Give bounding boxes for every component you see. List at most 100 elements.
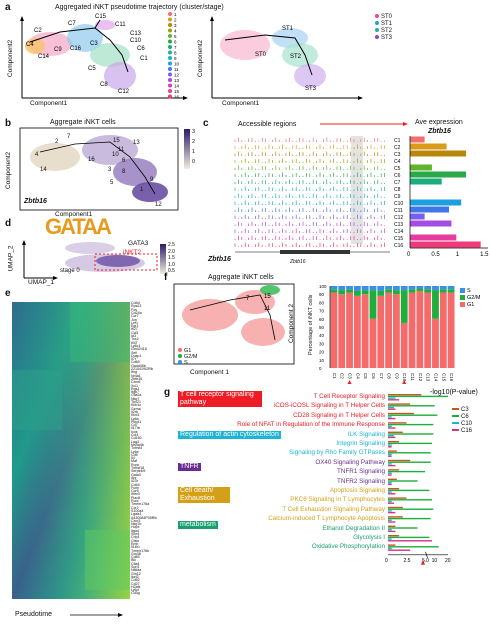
stage-dot	[375, 14, 379, 18]
phase-bar-xtick: C12	[418, 373, 423, 382]
pathway-bar	[388, 452, 431, 454]
gene-label: Cd160	[131, 436, 142, 441]
phase-bar-segment	[408, 292, 416, 368]
category-label: metabolism	[178, 521, 218, 529]
pathway-bar	[388, 435, 394, 437]
pathway-bar	[388, 544, 396, 546]
g-xtick: 2.5	[404, 558, 411, 564]
panel-c-gene-track: Zbtb16	[290, 259, 306, 265]
expression-bar	[410, 143, 447, 150]
svg-text:C1: C1	[140, 56, 148, 62]
phase-bar-segment	[346, 289, 353, 293]
panel-e-xlabel: Pseudotime	[15, 611, 52, 618]
panel-c-label: c	[203, 118, 209, 129]
panel-b-ylabel: Component2	[5, 151, 13, 190]
pathway-bar	[388, 442, 432, 445]
cluster-legend-dot	[168, 39, 172, 44]
phase-label: G2/M	[184, 354, 198, 360]
pathway-bar	[388, 516, 403, 518]
cluster-number: 4	[35, 152, 39, 158]
phase-bar-xtick: C14	[433, 373, 438, 382]
cluster-legend-label: 16	[174, 95, 180, 100]
pathway-bar	[388, 480, 418, 482]
gene-label: Ly6c1	[131, 343, 141, 348]
phase-bar-segment	[393, 294, 400, 368]
phase-bar-xtick: C8	[387, 373, 392, 379]
phase-bar-segment	[353, 295, 361, 368]
pathway-bar	[388, 506, 403, 509]
gene-label: Xcl1	[131, 383, 138, 388]
gene-label: Cxcr6	[131, 380, 141, 385]
panel-f-label: f	[164, 272, 168, 283]
gene-label: Gm42418	[131, 347, 147, 352]
pathway-bar	[388, 511, 396, 514]
phase-bar-segment	[346, 292, 353, 368]
cluster-legend-dot	[168, 67, 172, 71]
cluster-legend-label: 15	[174, 89, 180, 94]
svg-text:ST3: ST3	[305, 86, 317, 92]
gene-label: Ccl5	[131, 330, 139, 335]
pathway-label: Glycolysis I	[353, 534, 385, 541]
svg-text:15: 15	[264, 294, 271, 300]
panel-g: g -log10(P-value) T cell receptor signal…	[160, 385, 490, 625]
phase-bar-segment	[416, 286, 424, 289]
pathway-bar	[388, 423, 434, 426]
phase-bar-legend-swatch	[460, 295, 465, 300]
phase-bar-segment	[424, 286, 432, 290]
phase-legend-item: G2/M	[178, 354, 197, 360]
svg-text:C6: C6	[137, 46, 145, 52]
panel-f-bar-ylabel: Percentage of iNKT cells	[308, 294, 314, 355]
panel-f-legend: G1 G2/M S	[178, 348, 197, 366]
pathway-bar	[388, 406, 394, 409]
cluster-legend-label: 1	[174, 12, 177, 17]
cluster-number: 1	[140, 187, 144, 193]
pathway-bar	[388, 436, 396, 439]
pathway-bar	[388, 427, 396, 429]
panel-c-gene-title: Zbtb16	[428, 128, 451, 135]
gene-label: Ly6e	[131, 449, 139, 454]
panel-d-logo: GATAA	[45, 214, 112, 239]
pathway-bar	[388, 546, 439, 548]
phase-bar-segment	[330, 289, 338, 293]
g-legend-swatch	[452, 429, 459, 432]
gene-label: Id3	[131, 334, 136, 338]
phase-bar-segment	[439, 289, 447, 293]
gene-label: Ccr7	[131, 314, 139, 319]
gene-label: Crip1	[131, 535, 140, 540]
panel-a-label: a	[5, 2, 11, 13]
pathway-label: CD28 Signaling in T Helper Cells	[293, 411, 385, 419]
category-label: Regulation of actin cytoskeleton	[178, 431, 281, 439]
phase-ytick: 60	[319, 317, 325, 322]
bar-tick: 1.5	[480, 252, 489, 258]
panel-a-ylabel: Component2	[7, 39, 15, 78]
panel-d-label: d	[5, 218, 12, 229]
panel-d-plot	[22, 240, 166, 280]
track-label: C11	[394, 208, 403, 214]
track-label: C8	[394, 187, 401, 193]
expression-bar	[410, 241, 481, 248]
svg-text:7: 7	[246, 296, 250, 302]
pathway-bar	[388, 446, 392, 448]
cluster-legend-dot	[168, 83, 172, 88]
pathway-bar	[388, 441, 400, 443]
pathway-label: Ethanol Degradation II	[322, 524, 385, 532]
gene-label: Ikzf2	[131, 574, 139, 579]
gene-label: Tmem176b	[131, 548, 150, 553]
phase-bar-segment	[447, 292, 455, 368]
stage-legend-item: ST3	[375, 35, 392, 42]
gene-label: Il2rb	[131, 409, 138, 414]
track-label: C4	[394, 159, 401, 165]
pathway-bar	[388, 414, 438, 416]
svg-text:C8: C8	[100, 82, 108, 88]
cluster-legend-dot	[168, 50, 172, 55]
gene-label: Il7r	[131, 357, 136, 362]
panel-a-xlabel-right: Component1	[222, 100, 260, 107]
gene-label: Sox4	[131, 532, 140, 536]
cluster-legend-label: 10	[174, 62, 180, 67]
expression-bar	[410, 150, 467, 157]
pathway-bar	[388, 417, 396, 420]
gene-label: Ifitm3	[131, 492, 140, 497]
svg-text:ST1: ST1	[282, 26, 294, 32]
panel-d-annot-inkt2: iNKT2	[123, 249, 142, 256]
g-legend-item: C3	[452, 407, 472, 414]
